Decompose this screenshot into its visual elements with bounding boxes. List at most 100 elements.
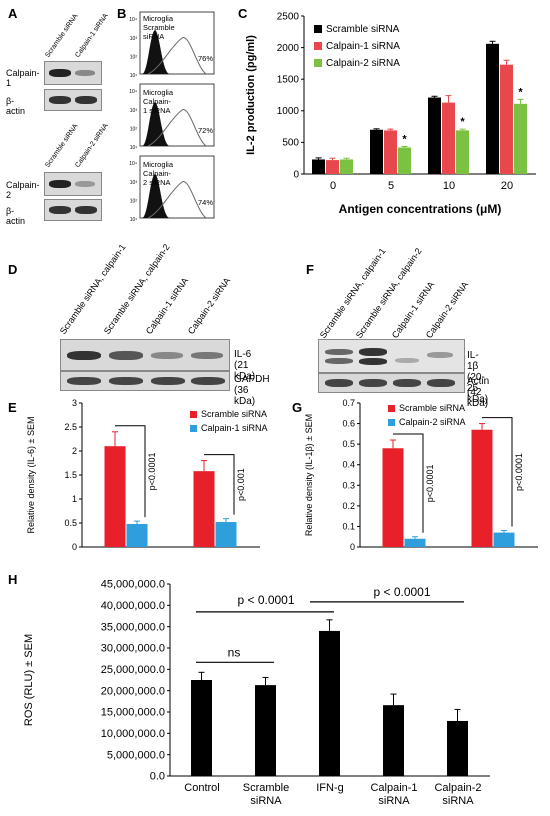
y-tick-label: 0	[72, 542, 77, 552]
flow-percent: 76%	[198, 54, 214, 63]
lane-label: Calpain-1 siRNA	[143, 275, 191, 336]
flow-y-tick: 10³	[130, 36, 138, 42]
y-tick-label: 1.5	[64, 470, 77, 480]
bar	[319, 630, 340, 776]
bar	[383, 705, 404, 776]
p-value-label: p<0.0001	[147, 453, 157, 491]
chart-il2: 0 500 1000 1500 2000 2500 0 5 10 20 IL-2 productio…	[245, 11, 536, 216]
flow-isotype-peak	[142, 102, 170, 146]
y-tick-label: 2.5	[64, 422, 77, 432]
bar	[456, 130, 469, 174]
panel-label-h: H	[8, 572, 18, 587]
bar	[447, 720, 468, 776]
y-tick-label: 0.5	[342, 439, 355, 449]
significance-label: ns	[228, 645, 241, 659]
legend-swatch	[388, 419, 395, 426]
y-tick-label: 3	[72, 398, 77, 408]
bar	[104, 446, 126, 547]
significance-label: p < 0.0001	[373, 585, 430, 599]
y-tick-label: 20,000,000.0	[101, 685, 165, 697]
legend-swatch	[190, 411, 197, 418]
x-tick-label: siRNA	[250, 795, 282, 807]
y-axis-label: Relative density (IL-6) ± SEM	[26, 417, 36, 534]
bar	[442, 102, 455, 174]
y-tick-label: 5,000,000.0	[107, 749, 165, 761]
row-label: Calpain-2	[6, 180, 40, 200]
bar	[404, 538, 426, 547]
legend-label: Calpain-2 siRNA	[326, 58, 400, 69]
x-tick-label: IFN-g	[316, 782, 344, 794]
flow-label: Microglia Calpain-2 siRNA	[143, 160, 174, 187]
y-tick-label: 35,000,000.0	[101, 621, 165, 633]
bar	[471, 429, 493, 547]
x-tick-label: 20	[501, 180, 513, 192]
significance-asterisk: *	[460, 116, 465, 128]
lane-label: Scramble siRNA, calpain-2	[353, 246, 424, 340]
x-tick-label: 5	[388, 180, 394, 192]
y-axis-label: IL-2 production (pg/ml)	[245, 35, 257, 155]
y-tick-label: 0.1	[342, 521, 355, 531]
bar	[191, 680, 212, 776]
bar	[193, 471, 215, 547]
x-tick-label: 10	[443, 180, 455, 192]
y-tick-label: 0.2	[342, 501, 355, 511]
flow-y-tick: 10⁴	[129, 17, 137, 23]
bar	[126, 523, 148, 547]
row-label: β-actin	[6, 96, 26, 116]
y-tick-label: 0.3	[342, 480, 355, 490]
y-tick-label: 40,000,000.0	[101, 600, 165, 612]
flow-y-tick: 10³	[130, 108, 138, 114]
row-label: β-actin	[6, 206, 26, 226]
chart-il1b: 0 0.1 0.2 0.3 0.4 0.5 0.6 0.7 Relative density (…	[304, 398, 538, 552]
legend-label: Calpain-2 siRNA	[399, 417, 466, 427]
western-blot	[44, 172, 102, 196]
legend-swatch	[314, 25, 322, 33]
flow-isotype-peak	[142, 30, 170, 74]
panel-label-b: B	[117, 6, 127, 21]
row-label: Calpain-1	[6, 68, 40, 88]
legend-swatch	[190, 425, 197, 432]
flow-y-tick: 10²	[130, 199, 138, 205]
legend-label: Calpain-1 siRNA	[201, 423, 268, 433]
y-tick-label: 0.4	[342, 460, 355, 470]
y-tick-label: 0.0	[150, 771, 165, 783]
bar	[486, 43, 499, 174]
significance-bracket	[115, 425, 146, 518]
row-label: GAPDH (36 kDa)	[234, 374, 270, 407]
lane-label: Scramble siRNA, calpain-1	[317, 246, 388, 340]
chart-il6: 0 0.5 1 1.5 2 2.5 3 Relative density (IL-6) ± S…	[26, 398, 268, 552]
y-tick-label: 0.5	[64, 518, 77, 528]
lane-label: Scramble siRNA	[44, 12, 80, 60]
flow-y-tick: 10²	[130, 127, 138, 133]
legend-swatch	[314, 59, 322, 67]
x-axis-label: Antigen concentrations (μM)	[339, 202, 502, 216]
row-label: IL-6 (21 kDa)	[234, 349, 256, 382]
panel-label-c: C	[238, 6, 248, 21]
bar	[514, 103, 527, 174]
flow-stained-curve	[147, 181, 207, 219]
western-blot-il1b	[318, 339, 465, 373]
flow-isotype-peak	[142, 174, 170, 218]
significance-bracket	[393, 433, 424, 533]
bar	[500, 64, 513, 174]
panel-label-e: E	[8, 400, 17, 415]
row-label: IL-1β (20-25 kDa)	[467, 350, 489, 405]
flow-label: Microglia Scramble siRNA	[143, 14, 175, 41]
y-tick-label: 0.7	[342, 398, 355, 408]
y-tick-label: 500	[282, 138, 299, 149]
y-axis-label: Relative density (IL-1β) ± SEM	[304, 414, 314, 536]
panel-label-f: F	[306, 262, 314, 277]
significance-asterisk: *	[402, 134, 407, 146]
x-tick-label: siRNA	[378, 795, 410, 807]
western-blot-gapdh	[60, 371, 230, 391]
bar	[398, 147, 411, 174]
flow-label: Microglia Calpain-1 siRNA	[143, 88, 174, 115]
western-blot-actin	[318, 373, 465, 393]
flow-histograms: 10¹ 10² 10³ 10⁴ 10¹ 10² 10³ 10⁴ 10¹ 10² 10³ 10⁴	[129, 11, 215, 223]
flow-percent: 74%	[198, 198, 214, 207]
y-tick-label: 30,000,000.0	[101, 643, 165, 655]
y-tick-label: 0.6	[342, 419, 355, 429]
x-tick-label: Control	[184, 782, 219, 794]
bar	[255, 685, 276, 776]
western-blot	[44, 89, 102, 111]
